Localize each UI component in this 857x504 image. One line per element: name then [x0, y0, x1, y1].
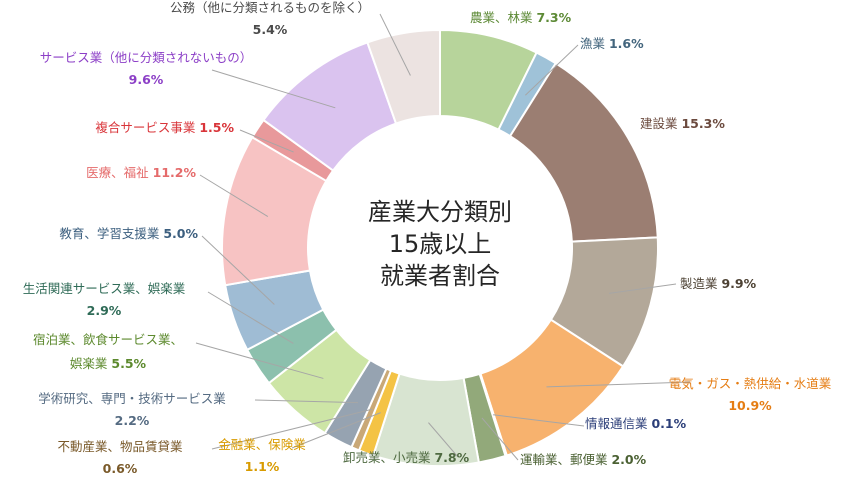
slice-label-2: 漁業 1.6%: [580, 36, 644, 51]
slice-label-11: 学術研究、専門・技術サービス業 2.2%: [38, 391, 226, 428]
slice-label-13: 生活関連サービス業、娯楽業 2.9%: [23, 281, 186, 318]
slice-label-12: 宿泊業、飲食サービス業、娯楽業 5.5%: [33, 332, 183, 371]
leader-line-14: [201, 235, 275, 305]
slice-label-4: 製造業 9.9%: [680, 276, 757, 291]
leader-line-6: [493, 414, 585, 427]
slice-label-18: 公務（他に分類されるものを除く） 5.4%: [170, 0, 370, 37]
slice-label-9: 金融業、保険業 1.1%: [218, 437, 306, 474]
donut-slices: [221, 28, 659, 467]
slice-18: [366, 28, 441, 125]
leader-line-9: [291, 412, 381, 449]
leader-line-15: [199, 174, 269, 217]
leader-line-11: [254, 399, 359, 404]
slice-label-6: 情報通信業 0.1%: [585, 416, 687, 431]
center-title-line-1: 産業大分類別: [368, 198, 512, 226]
center-title-line-2: 15歳以上: [389, 230, 492, 258]
leader-line-10: [211, 408, 373, 450]
leader-line-4: [608, 283, 677, 294]
leader-line-16: [239, 129, 294, 153]
slice-label-14: 教育、学習支援業 5.0%: [59, 226, 198, 241]
slice-label-17: サービス業（他に分類されないもの） 9.6%: [40, 50, 253, 87]
slice-label-15: 医療、福祉 11.2%: [86, 165, 196, 180]
leader-line-13: [207, 291, 294, 344]
leader-line-8: [428, 422, 459, 458]
leader-line-7: [481, 417, 519, 461]
leader-line-17: [211, 69, 336, 109]
leader-lines: [195, 13, 691, 461]
slice-labels: 農業、林業 7.3% 漁業 1.6% 建設業 15.3% 製造業 9.9% 電気・ガス・…: [23, 0, 832, 476]
leader-line-12: [195, 342, 324, 379]
slice-label-16: 複合サービス事業 1.5%: [95, 120, 234, 135]
slice-label-5: 電気・ガス・熱供給・水道業 10.9%: [669, 376, 832, 413]
center-title: 産業大分類別 15歳以上 就業者割合: [368, 198, 512, 290]
slice-label-10: 不動産業、物品賃貸業 0.6%: [57, 439, 183, 476]
leader-line-18: [379, 13, 411, 76]
slice-label-3: 建設業 15.3%: [640, 116, 725, 131]
center-title-line-3: 就業者割合: [380, 262, 500, 290]
slice-label-8: 卸売業、小売業 7.8%: [343, 450, 470, 465]
leader-line-5: [546, 381, 691, 388]
slice-label-1: 農業、林業 7.3%: [470, 10, 572, 25]
slice-label-7: 運輸業、郵便業 2.0%: [520, 452, 647, 467]
leader-line-2: [525, 44, 579, 96]
